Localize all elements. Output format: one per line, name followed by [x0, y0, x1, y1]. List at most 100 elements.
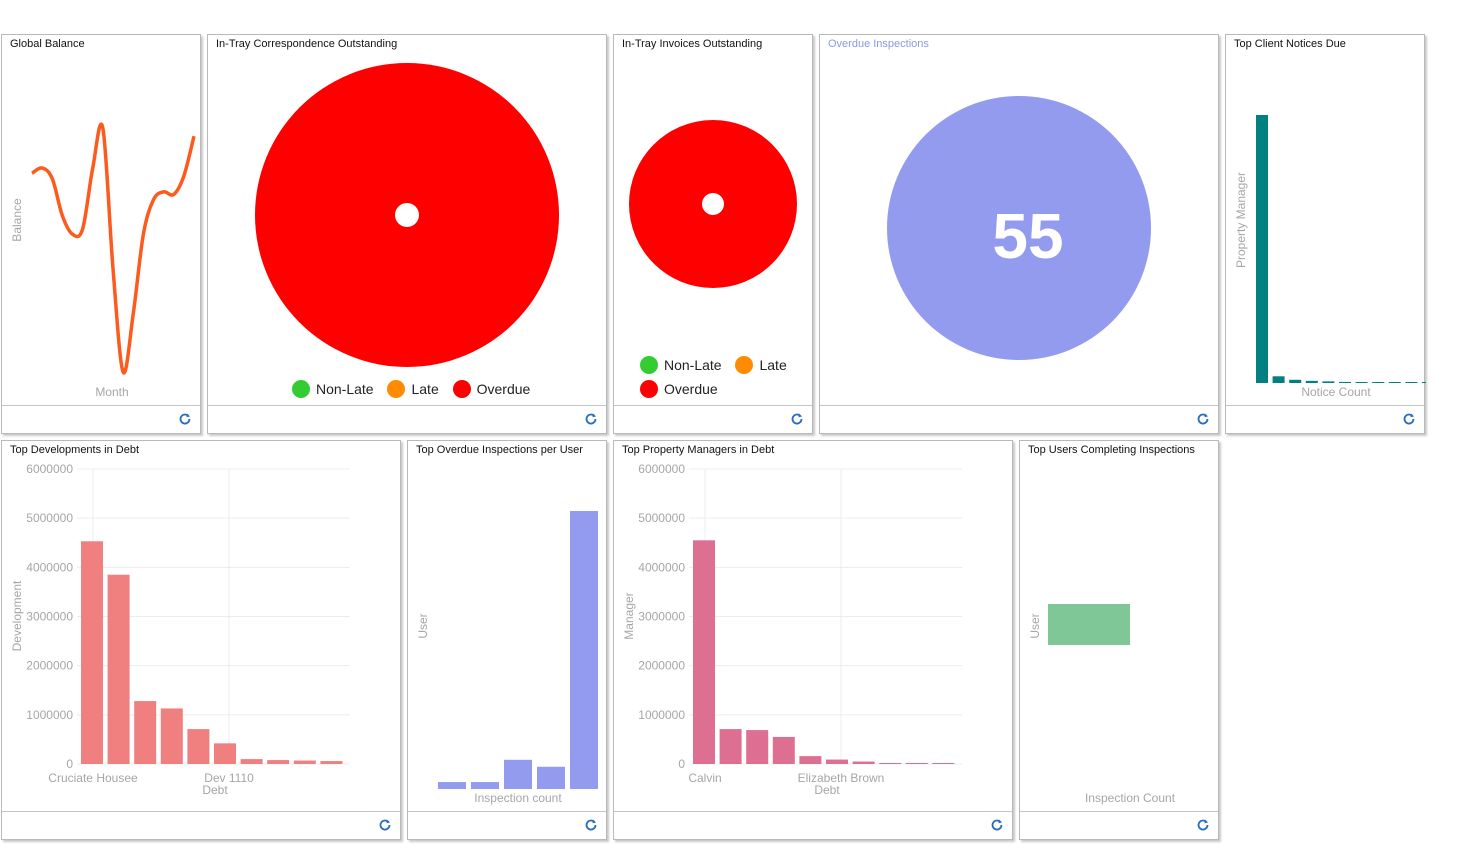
- x-axis-label: Inspection Count: [1085, 791, 1176, 805]
- panel-footer: [1226, 405, 1424, 433]
- x-axis-label: Inspection count: [474, 791, 562, 805]
- bar[interactable]: [1272, 376, 1285, 383]
- panel-footer: [2, 811, 400, 839]
- refresh-icon[interactable]: [790, 412, 804, 426]
- x-axis-label: Debt: [202, 783, 228, 797]
- panel-global-balance: Global Balance Month Balance: [1, 34, 201, 434]
- y-tick-label: 5000000: [638, 511, 685, 525]
- bar[interactable]: [267, 760, 290, 764]
- bar[interactable]: [320, 761, 343, 764]
- y-tick-label: 5000000: [26, 511, 73, 525]
- bar[interactable]: [719, 729, 742, 764]
- legend-item-non-late[interactable]: Non-Late: [292, 377, 374, 401]
- panel-title: Top Users Completing Inspections: [1028, 444, 1195, 456]
- bar[interactable]: [799, 756, 822, 764]
- legend-item-late[interactable]: Late: [387, 377, 439, 401]
- bar[interactable]: [1256, 115, 1268, 383]
- y-axis-label: Development: [10, 580, 24, 651]
- bar[interactable]: [826, 759, 848, 764]
- refresh-icon[interactable]: [584, 412, 598, 426]
- y-tick-label: 0: [678, 757, 685, 771]
- bar[interactable]: [134, 701, 157, 764]
- bar[interactable]: [570, 511, 598, 789]
- bar[interactable]: [1372, 382, 1385, 383]
- legend-item-non-late[interactable]: Non-Late: [640, 353, 722, 377]
- y-tick-label: 6000000: [638, 462, 685, 476]
- legend-item-late[interactable]: Late: [735, 353, 787, 377]
- bar[interactable]: [1355, 382, 1368, 383]
- bar[interactable]: [1322, 381, 1335, 383]
- legend-item-overdue[interactable]: Overdue: [452, 377, 530, 401]
- bar[interactable]: [293, 760, 316, 764]
- bar[interactable]: [160, 708, 183, 764]
- notices-bar-chart: Notice Count Property Manager: [1234, 115, 1426, 399]
- bar[interactable]: [1289, 379, 1302, 383]
- refresh-icon[interactable]: [584, 818, 598, 832]
- overdue-per-user-bar-chart: Inspection count User: [416, 511, 598, 805]
- balance-series-line[interactable]: [31, 122, 196, 375]
- bar[interactable]: [504, 759, 532, 789]
- panel-footer: [614, 811, 1012, 839]
- bar[interactable]: [932, 763, 955, 764]
- refresh-icon[interactable]: [1402, 412, 1416, 426]
- y-axis-label: User: [416, 613, 430, 638]
- panel-title: Top Overdue Inspections per User: [416, 444, 583, 456]
- y-tick-label: 2000000: [26, 659, 73, 673]
- correspondence-pie-chart: [255, 63, 559, 367]
- users-inspections-bar-chart: Inspection Count User: [1028, 604, 1176, 805]
- panel-title: Top Client Notices Due: [1234, 38, 1346, 50]
- y-tick-label: 1000000: [26, 708, 73, 722]
- panel-title: In-Tray Correspondence Outstanding: [216, 38, 398, 50]
- refresh-icon[interactable]: [1196, 818, 1210, 832]
- bar[interactable]: [240, 759, 263, 764]
- panel-title: Top Property Managers in Debt: [622, 444, 775, 456]
- bar[interactable]: [1339, 381, 1351, 383]
- bar[interactable]: [537, 766, 565, 789]
- x-tick-label: Elizabeth Brown: [798, 771, 885, 785]
- x-tick-label: Calvin: [688, 771, 721, 785]
- bar[interactable]: [81, 541, 103, 764]
- panel-top-developments-debt: Top Developments in Debt 6000000 5000000 4…: [1, 440, 401, 840]
- bar[interactable]: [1405, 382, 1418, 383]
- legend-item-overdue[interactable]: Overdue: [640, 377, 718, 401]
- bar[interactable]: [187, 729, 210, 764]
- bar[interactable]: [852, 761, 875, 764]
- y-tick-label: 4000000: [638, 560, 685, 574]
- x-axis-label: Notice Count: [1301, 385, 1371, 399]
- bar[interactable]: [1305, 380, 1318, 383]
- bar[interactable]: [107, 574, 130, 764]
- kpi-circle[interactable]: [887, 96, 1151, 360]
- bar[interactable]: [905, 763, 928, 764]
- bar[interactable]: [1048, 604, 1130, 645]
- panel-title: In-Tray Invoices Outstanding: [622, 38, 763, 50]
- panel-title: Top Developments in Debt: [10, 444, 140, 456]
- bar[interactable]: [438, 782, 466, 789]
- bar[interactable]: [471, 782, 499, 789]
- bar[interactable]: [1388, 382, 1401, 383]
- invoices-pie-chart: [629, 120, 797, 288]
- panel-title: Overdue Inspections: [828, 38, 929, 50]
- refresh-icon[interactable]: [990, 818, 1004, 832]
- panel-title: Global Balance: [10, 38, 85, 50]
- x-axis-label: Debt: [814, 783, 840, 797]
- bar[interactable]: [772, 736, 795, 764]
- panel-footer: [614, 405, 812, 433]
- y-tick-label: 1000000: [638, 708, 685, 722]
- refresh-icon[interactable]: [1196, 412, 1210, 426]
- panel-footer: [1020, 811, 1218, 839]
- panel-in-tray-invoices: In-Tray Invoices Outstanding Non-Late La…: [613, 34, 813, 434]
- bar[interactable]: [746, 730, 769, 764]
- panel-footer: [408, 811, 606, 839]
- bar[interactable]: [693, 540, 715, 764]
- pie-legend: Non-Late Late Overdue: [292, 377, 540, 401]
- refresh-icon[interactable]: [378, 818, 392, 832]
- developments-bar-chart: 6000000 5000000 4000000 3000000 2000000 10000…: [10, 462, 350, 797]
- bar[interactable]: [214, 743, 236, 764]
- y-tick-label: 2000000: [638, 659, 685, 673]
- y-axis-label: Balance: [10, 198, 24, 242]
- panel-top-property-managers-debt: Top Property Managers in Debt 6000000 500…: [613, 440, 1013, 840]
- bar[interactable]: [879, 763, 902, 764]
- overdue-inspections-gauge: 55: [887, 96, 1151, 360]
- bar[interactable]: [1422, 382, 1426, 383]
- refresh-icon[interactable]: [178, 412, 192, 426]
